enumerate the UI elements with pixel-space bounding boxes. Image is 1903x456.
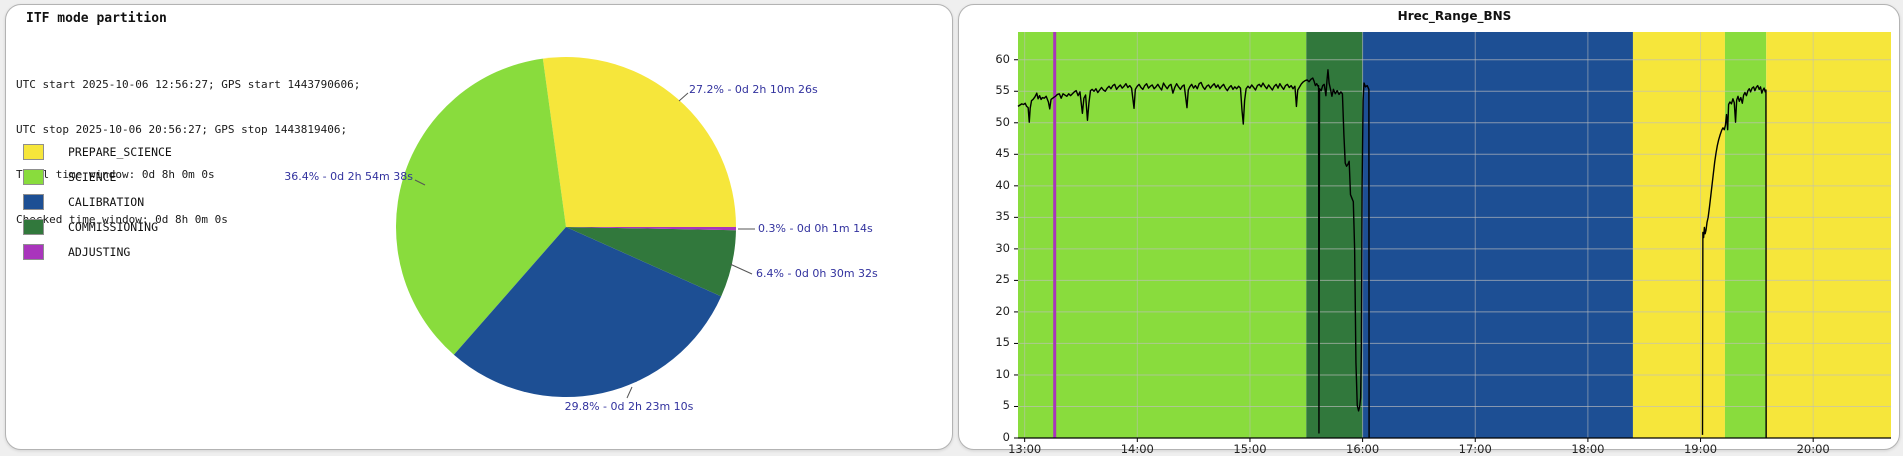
itf-mode-partition-panel: ITF mode partition UTC start 2025-10-06 … — [5, 4, 953, 450]
pie-annotation-science: 36.4% - 0d 2h 54m 38s — [284, 170, 413, 183]
region-prepare_science — [1766, 32, 1891, 438]
pie-annotation-adjusting: 0.3% - 0d 0h 1m 14s — [758, 222, 873, 235]
y-tick-label-35: 35 — [995, 209, 1010, 224]
pie-slice-science — [395, 58, 566, 355]
legend-label: SCIENCE — [68, 169, 117, 184]
pie-annotation-commissioning: 6.4% - 0d 0h 30m 32s — [756, 267, 878, 280]
legend-label: CALIBRATION — [68, 194, 145, 209]
hrec-range-bns-plot: 0 5 10 15 20 25 30 35 40 45 50 55 60 13:00 14:00 15:00 1… — [995, 32, 1891, 456]
x-tick-label-2000: 20:00 — [1796, 442, 1830, 456]
region-science — [1018, 32, 1307, 438]
y-tick-label-5: 5 — [1002, 398, 1010, 413]
y-tick-label-0: 0 — [1002, 430, 1010, 444]
commissioning-swatch — [23, 218, 44, 235]
y-tick-label-55: 55 — [995, 83, 1010, 98]
mode-legend: PREPARE_SCIENCE SCIENCE CALIBRATION COMM… — [23, 139, 172, 264]
adjusting-event-line — [1053, 32, 1057, 438]
pie-slice-commissioning — [566, 227, 736, 297]
utc-start-line: UTC start 2025-10-06 12:56:27; GPS start… — [16, 78, 361, 91]
pie-slice-prepare_science — [542, 56, 736, 227]
y-tick-label-45: 45 — [995, 146, 1010, 161]
x-tick-label-1400: 14:00 — [1120, 442, 1154, 456]
panel-title: ITF mode partition — [26, 11, 167, 26]
legend-label: ADJUSTING — [68, 244, 131, 259]
chart-title: Hrec_Range_BNS — [1397, 9, 1512, 23]
y-tick-label-25: 25 — [995, 272, 1010, 287]
pie-annotation-calibration: 29.8% - 0d 2h 23m 10s — [564, 400, 694, 413]
mode-partition-pie-chart — [395, 56, 755, 399]
region-calibration — [1362, 32, 1633, 438]
y-tick-label-30: 30 — [995, 240, 1010, 255]
x-tick-label-1800: 18:00 — [1571, 442, 1605, 456]
pie-slice-calibration — [453, 227, 722, 398]
x-tick-label-1900: 19:00 — [1683, 442, 1718, 456]
pie-slice-adjusting — [566, 227, 736, 231]
y-tick-label-15: 15 — [995, 335, 1010, 350]
y-tick-label-10: 10 — [995, 366, 1010, 381]
x-tick-label-1500: 15:00 — [1233, 442, 1267, 456]
pie-leader-lines — [414, 92, 755, 399]
legend-label: PREPARE_SCIENCE — [68, 144, 172, 159]
pie-annotation-prepare-science: 27.2% - 0d 2h 10m 26s — [689, 83, 818, 96]
x-tick-label-1600: 16:00 — [1346, 442, 1380, 456]
legend-item-adjusting: ADJUSTING — [23, 239, 172, 264]
y-tick-label-60: 60 — [995, 51, 1010, 66]
legend-label: COMMISSIONING — [68, 219, 159, 234]
x-tick-label-1300: 13:00 — [1008, 442, 1042, 456]
legend-item-commissioning: COMMISSIONING — [23, 214, 172, 239]
legend-item-prepare-science: PREPARE_SCIENCE — [23, 139, 172, 164]
calibration-swatch — [23, 193, 44, 210]
adjusting-swatch — [23, 243, 44, 260]
region-commissioning — [1306, 32, 1363, 438]
science-swatch — [23, 168, 44, 185]
y-tick-label-20: 20 — [995, 303, 1010, 318]
series-hrec_range_bns — [1017, 69, 1370, 439]
series-hrec_range_bns — [1701, 84, 1767, 439]
x-tick-label-1700: 17:00 — [1458, 442, 1492, 456]
y-tick-label-40: 40 — [995, 177, 1010, 192]
hrec-range-bns-panel: Hrec_Range_BNS 0 5 10 15 20 25 30 35 40 45 50 55 60 1… — [958, 4, 1900, 456]
y-tick-label-50: 50 — [995, 114, 1010, 129]
utc-stop-line: UTC stop 2025-10-06 20:56:27; GPS stop 1… — [16, 123, 348, 136]
legend-item-calibration: CALIBRATION — [23, 189, 172, 214]
timeseries-svg — [1014, 32, 1891, 442]
legend-item-science: SCIENCE — [23, 164, 172, 189]
region-prepare_science — [1632, 32, 1725, 438]
region-science — [1724, 32, 1767, 438]
prepare-science-swatch — [23, 143, 44, 160]
